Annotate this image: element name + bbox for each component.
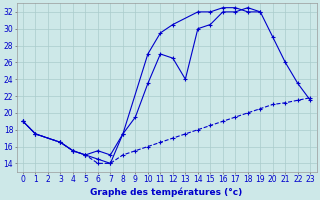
X-axis label: Graphe des températures (°c): Graphe des températures (°c) xyxy=(91,187,243,197)
